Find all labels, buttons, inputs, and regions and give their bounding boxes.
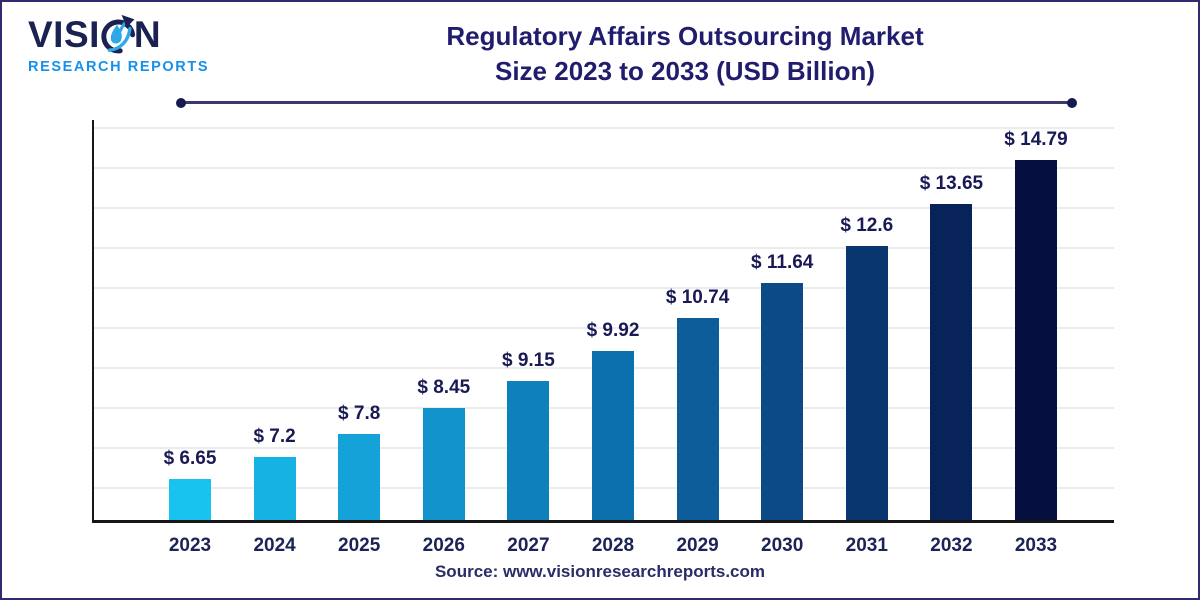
brand-wordmark: VISI N <box>28 14 218 56</box>
gridline <box>94 327 1114 329</box>
bar-value-label-2029: $ 10.74 <box>665 287 730 309</box>
bar-2029 <box>676 318 719 520</box>
chart-title-block: Regulatory Affairs Outsourcing Market Si… <box>182 19 1188 89</box>
underline-left-dot <box>176 97 186 108</box>
x-axis-label-2023: 2023 <box>168 535 212 556</box>
brand-subtitle: RESEARCH REPORTS <box>28 59 210 75</box>
bar-2030 <box>761 283 804 520</box>
chart-title-line2: Size 2023 to 2033 (USD Billion) <box>494 56 875 86</box>
brand-word-prefix: VISI <box>28 14 100 55</box>
x-axis-label-2025: 2025 <box>338 535 381 556</box>
chart-title-line1: Regulatory Affairs Outsourcing Market <box>446 21 924 51</box>
gridline <box>94 127 1114 129</box>
bar-value-label-2027: $ 9.15 <box>501 349 555 371</box>
source-attribution: Source: www.visionresearchreports.com <box>434 562 766 581</box>
x-axis-label-2024: 2024 <box>253 535 296 556</box>
bar-value-label-2023: $ 6.65 <box>163 447 217 469</box>
bar-2025 <box>338 433 381 520</box>
x-axis-label-2029: 2029 <box>676 535 719 556</box>
bar-value-label-2032: $ 13.65 <box>919 173 984 195</box>
gridline <box>94 207 1114 209</box>
x-axis-label-2026: 2026 <box>422 535 465 556</box>
bar-2024 <box>253 457 296 520</box>
bar-value-label-2033: $ 14.79 <box>1004 128 1068 150</box>
bar-value-label-2028: $ 9.92 <box>586 319 640 341</box>
bar-value-label-2026: $ 8.45 <box>417 377 471 399</box>
title-underline <box>176 97 1077 108</box>
bar-2026 <box>422 408 465 520</box>
bar-2028 <box>592 350 634 520</box>
bar-2032 <box>930 204 973 520</box>
bar-chart-plot-area: $ 6.65 2023 $ 7.2 2024 $ 7.8 2025 $ 8.45 2026 $ … <box>92 120 1114 556</box>
gridline <box>94 287 1114 289</box>
bar-value-label-2030: $ 11.64 <box>751 252 814 274</box>
bar-value-label-2025: $ 7.8 <box>338 402 381 424</box>
x-axis-label-2032: 2032 <box>930 535 973 556</box>
droplet-arrow-logo-icon <box>101 14 136 54</box>
gridline <box>94 167 1114 169</box>
underline-right-dot <box>1067 97 1077 108</box>
gridline <box>94 247 1114 249</box>
x-axis-label-2031: 2031 <box>845 535 888 556</box>
x-axis-label-2028: 2028 <box>591 535 635 556</box>
bar-2031 <box>845 245 888 520</box>
bar-2033 <box>1015 159 1057 520</box>
bar-2023 <box>169 478 211 520</box>
x-axis-label-2027: 2027 <box>507 535 550 556</box>
brand-logo: VISI N RESEARCH REPORTS <box>28 14 218 76</box>
bar-value-label-2031: $ 12.6 <box>840 214 894 236</box>
bar-value-label-2024: $ 7.2 <box>253 426 296 448</box>
chart-title: Regulatory Affairs Outsourcing Market Si… <box>182 19 1188 89</box>
x-axis-label-2030: 2030 <box>761 535 804 556</box>
bar-2027 <box>507 380 550 520</box>
brand-word-suffix: N <box>133 14 162 55</box>
x-axis-label-2033: 2033 <box>1014 535 1058 556</box>
